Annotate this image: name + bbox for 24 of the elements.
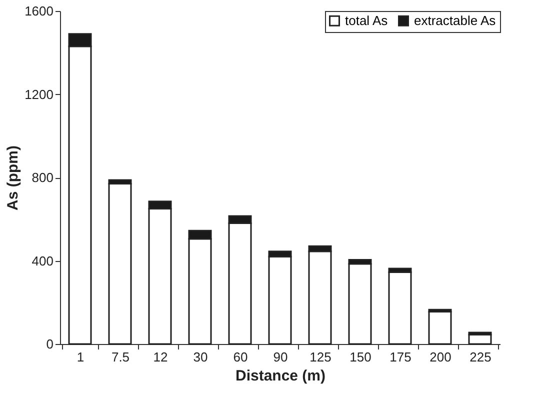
y-axis-title: As (ppm) bbox=[4, 146, 22, 210]
x-tick-label: 225 bbox=[470, 350, 492, 364]
x-tick-label: 30 bbox=[193, 350, 208, 364]
x-tick-label: 175 bbox=[390, 350, 412, 364]
bar bbox=[348, 263, 372, 345]
y-tick-label: 1600 bbox=[24, 4, 54, 18]
bar bbox=[428, 310, 452, 345]
x-tick-label: 1 bbox=[76, 350, 84, 364]
x-tick-label: 7.5 bbox=[111, 350, 130, 364]
x-tick-label: 60 bbox=[233, 350, 248, 364]
bar bbox=[388, 271, 412, 345]
y-tick-label: 800 bbox=[32, 170, 54, 185]
y-tick-label: 400 bbox=[32, 253, 54, 268]
x-tick-label: 150 bbox=[350, 350, 372, 364]
x-tick-label: 90 bbox=[273, 350, 288, 364]
legend-label: extractable As bbox=[414, 12, 496, 28]
x-axis-title: Distance (m) bbox=[235, 368, 326, 384]
y-tick-label: 0 bbox=[46, 336, 54, 352]
legend-label: total As bbox=[345, 12, 388, 28]
x-tick-label: 200 bbox=[430, 350, 452, 364]
bar bbox=[108, 182, 132, 345]
y-tick-label: 1200 bbox=[24, 86, 54, 102]
x-tick-label: 12 bbox=[153, 350, 168, 364]
x-tick-label: 125 bbox=[310, 350, 332, 364]
